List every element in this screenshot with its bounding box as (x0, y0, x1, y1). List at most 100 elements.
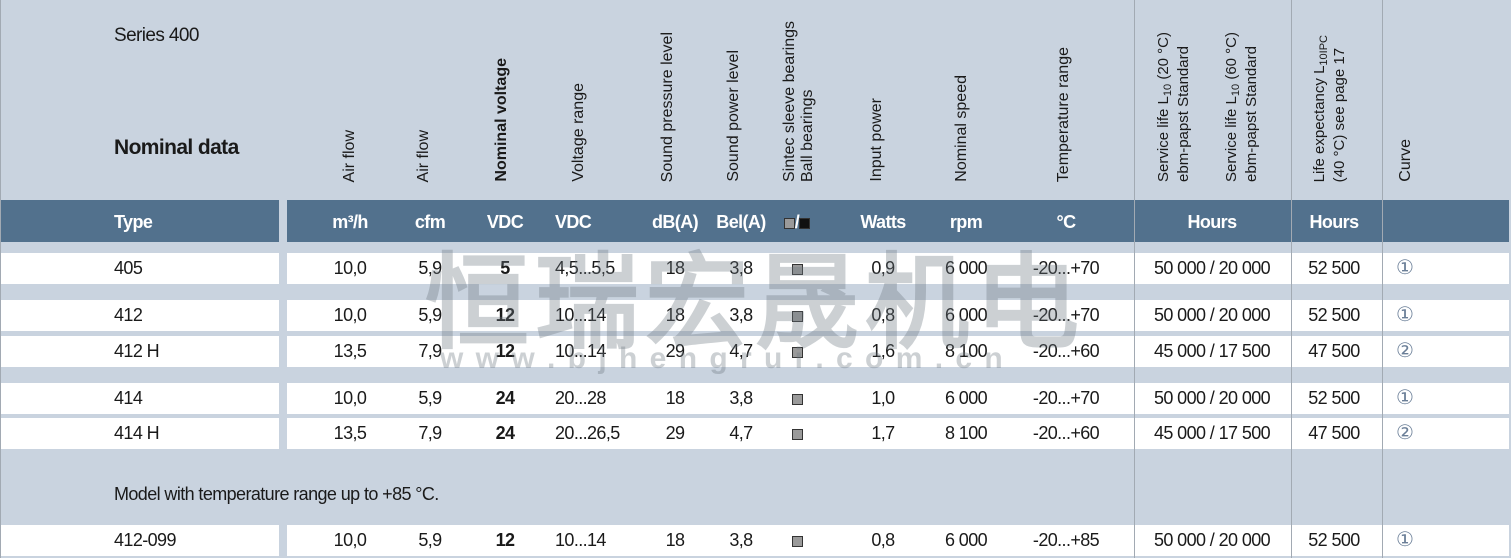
cell-curve: ① (1396, 529, 1414, 551)
cell-watts: 0,8 (871, 530, 895, 550)
unit-m3h: m³/h (332, 212, 368, 232)
sintec-bearing-icon (791, 263, 803, 275)
cell-l10ipc: 52 500 (1308, 530, 1360, 550)
unit-vnom: VDC (486, 212, 524, 232)
cell-type: 414 H (114, 423, 160, 443)
cell-type: 414 (114, 388, 143, 408)
cell-watts: 1,0 (871, 388, 895, 408)
cell-rpm: 6 000 (944, 305, 988, 325)
header-air-flow-cfm: Air flow (415, 129, 432, 182)
series-title: Series 400 (114, 25, 199, 46)
cell-m3h: 10,0 (333, 258, 367, 278)
cell-dba: 18 (665, 388, 685, 408)
left-border (0, 0, 1, 558)
header-voltage-range: Voltage range (570, 83, 587, 182)
type-header: Type (114, 212, 153, 232)
cell-bela: 4,7 (729, 341, 753, 361)
cell-life: 45 000 / 17 500 (1153, 341, 1271, 361)
cell-curve: ② (1396, 422, 1414, 444)
cell-dba: 18 (665, 530, 685, 550)
cell-watts: 0,9 (871, 258, 895, 278)
cell-cfm: 5,9 (418, 258, 442, 278)
cell-bela: 3,8 (729, 530, 753, 550)
sintec-bearing-icon (791, 346, 803, 358)
unit-bela: Bel(A) (716, 212, 766, 232)
cell-bearing (727, 383, 867, 414)
row-background (287, 418, 1509, 449)
cell-vrange: 4,5...5,5 (555, 258, 615, 278)
ball-bearing-icon (799, 217, 811, 229)
cell-vrange: 10...14 (555, 341, 606, 361)
unit-life: Hours (1187, 212, 1237, 232)
sintec-bearing-icon (791, 428, 803, 440)
row-background (0, 300, 279, 331)
unit-cfm: cfm (414, 212, 446, 232)
cell-bearing (727, 336, 867, 367)
row-background (0, 383, 279, 414)
cell-rpm: 6 000 (944, 530, 988, 550)
cell-cfm: 7,9 (418, 341, 442, 361)
cell-cfm: 5,9 (418, 530, 442, 550)
cell-dba: 18 (665, 305, 685, 325)
unit-temp: °C (1056, 212, 1077, 232)
header-nominal-speed: Nominal speed (953, 75, 970, 182)
cell-life: 50 000 / 20 000 (1153, 305, 1271, 325)
header-service-life-60: Service life L10 (60 °C) ebm-papst Standa… (1223, 32, 1260, 182)
cell-life: 50 000 / 20 000 (1153, 530, 1271, 550)
cell-type: 412-099 (114, 530, 176, 550)
cell-vrange: 20...26,5 (555, 423, 620, 443)
cell-curve: ② (1396, 340, 1414, 362)
header-curve: Curve (1397, 139, 1414, 182)
header-life-expectancy: Life expectancy L10IPC (40 °C) see page 1… (1311, 34, 1348, 182)
cell-type: 405 (114, 258, 143, 278)
cell-cfm: 7,9 (418, 423, 442, 443)
cell-bela: 3,8 (729, 258, 753, 278)
cell-vnom: 5 (500, 258, 510, 278)
cell-life: 50 000 / 20 000 (1153, 388, 1271, 408)
cell-m3h: 10,0 (333, 305, 367, 325)
cell-cfm: 5,9 (418, 388, 442, 408)
cell-temp: -20...+70 (1032, 258, 1100, 278)
unit-watts: Watts (860, 212, 906, 232)
row-background (0, 525, 279, 556)
row-background (0, 253, 279, 284)
row-background (287, 525, 1509, 556)
section-title: Nominal data (114, 136, 239, 159)
cell-m3h: 10,0 (333, 388, 367, 408)
cell-vnom: 12 (495, 305, 515, 325)
cell-type: 412 H (114, 341, 160, 361)
sintec-bearing-icon (791, 310, 803, 322)
cell-curve: ① (1396, 257, 1414, 279)
row-background (287, 336, 1509, 367)
header-air-flow-m3h: Air flow (341, 129, 358, 182)
row-background (0, 418, 279, 449)
divider-service-life (1134, 0, 1135, 558)
cell-watts: 0,8 (871, 305, 895, 325)
divider-life-expectancy (1291, 0, 1292, 558)
cell-vrange: 10...14 (555, 305, 606, 325)
cell-l10ipc: 52 500 (1308, 388, 1360, 408)
unit-l10ipc: Hours (1309, 212, 1359, 232)
header-ball: Ball bearings (799, 89, 816, 183)
cell-rpm: 6 000 (944, 388, 988, 408)
cell-l10ipc: 47 500 (1308, 423, 1360, 443)
unit-vrange: VDC (555, 212, 592, 232)
cell-dba: 29 (665, 341, 685, 361)
cell-temp: -20...+60 (1032, 423, 1100, 443)
cell-vnom: 12 (495, 341, 515, 361)
cell-temp: -20...+70 (1032, 305, 1100, 325)
cell-dba: 29 (665, 423, 685, 443)
divider-curve (1382, 0, 1383, 558)
header-sintec: Sintec sleeve bearings (781, 21, 798, 182)
header-temperature-range: Temperature range (1055, 46, 1072, 182)
cell-rpm: 8 100 (944, 423, 988, 443)
header-nominal-voltage: Nominal voltage (493, 58, 510, 182)
row-background (0, 336, 279, 367)
footnote-85c: Model with temperature range up to +85 °… (114, 484, 439, 504)
cell-l10ipc: 52 500 (1308, 305, 1360, 325)
cell-vnom: 24 (495, 423, 515, 443)
cell-bela: 3,8 (729, 305, 753, 325)
cell-cfm: 5,9 (418, 305, 442, 325)
row-background (287, 253, 1509, 284)
cell-bearing (727, 525, 867, 556)
